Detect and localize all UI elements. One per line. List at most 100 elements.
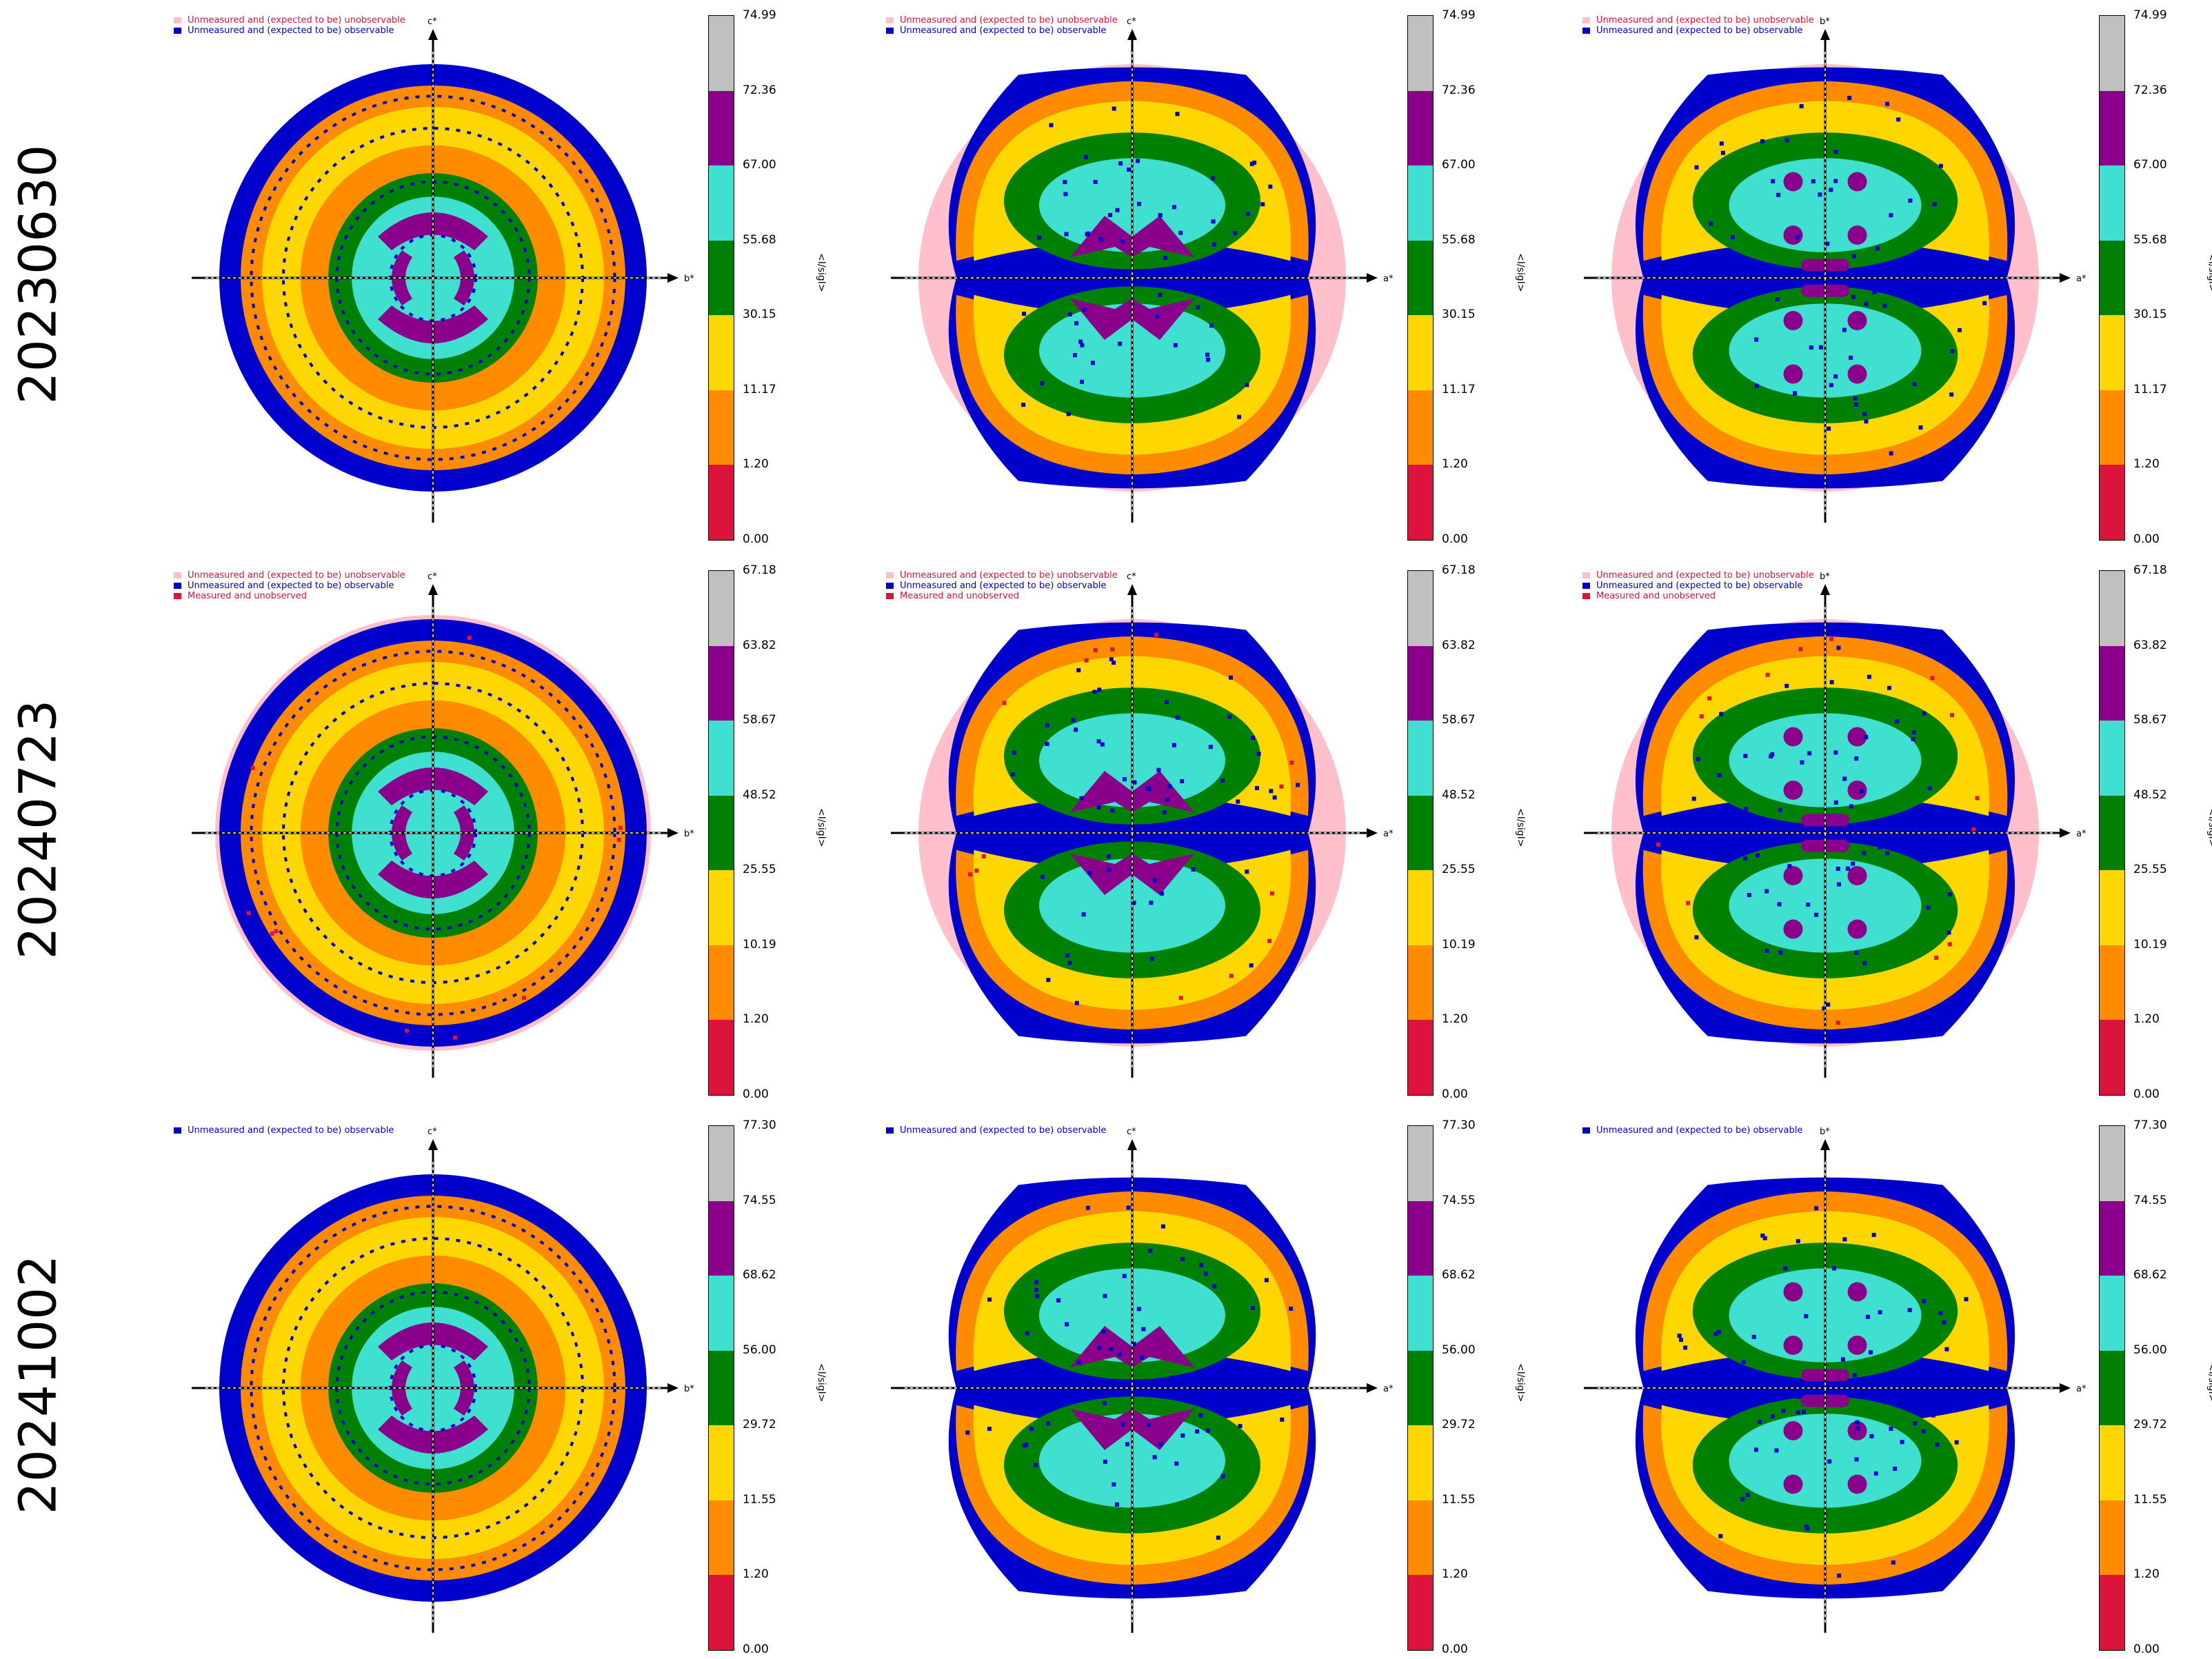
unmeasured-cell: [1859, 789, 1864, 794]
intensity-band: [1783, 1336, 1803, 1355]
measured-unobserved-cell: [1947, 942, 1952, 947]
unmeasured-cell: [1147, 787, 1152, 792]
dataset-label-text: 20241002: [8, 1254, 68, 1514]
unmeasured-cell: [1873, 1471, 1878, 1476]
unmeasured-cell: [1032, 835, 1036, 840]
unmeasured-cell: [1833, 374, 1838, 379]
unmeasured-cell: [1049, 123, 1054, 128]
unmeasured-cell: [1938, 163, 1943, 168]
unmeasured-cell: [1136, 201, 1141, 206]
vertical-axis-label: c*: [428, 17, 437, 27]
colorbar-label: <I/sigI>: [2206, 1363, 2212, 1402]
unmeasured-cell: [1228, 675, 1233, 680]
unmeasured-cell: [1035, 1294, 1040, 1298]
colorbar-label: <I/sigI>: [816, 1363, 827, 1402]
unmeasured-cell: [1833, 150, 1838, 154]
unmeasured-cell: [1807, 751, 1812, 756]
unmeasured-cell: [1696, 756, 1700, 761]
colorbar-segment: [709, 645, 734, 721]
unmeasured-cell: [1829, 188, 1833, 192]
unmeasured-cell: [1074, 1001, 1079, 1005]
unmeasured-cell: [1250, 1305, 1255, 1310]
intensity-band: [1783, 1474, 1803, 1494]
colorbar-tick-label: 67.00: [1442, 158, 1476, 172]
unmeasured-cell: [1096, 805, 1101, 810]
horizontal-axis-arrow: [1367, 1383, 1378, 1393]
legend-text: Unmeasured and (expected to be) unobserv…: [188, 570, 405, 581]
legend-item: Unmeasured and (expected to be) observab…: [1582, 26, 1814, 36]
unmeasured-cell: [1067, 961, 1072, 965]
unmeasured-cell: [1709, 221, 1713, 226]
unmeasured-cell: [1678, 1338, 1683, 1343]
colorbar-segment: [1408, 1500, 1433, 1576]
unmeasured-cell: [1691, 796, 1696, 801]
axes: a* c*: [891, 1127, 1394, 1633]
reciprocal-plane-panel: Unmeasured and (expected to be) unobserv…: [159, 0, 827, 548]
horizontal-axis-arrow: [1367, 273, 1378, 283]
measured-unobserved-cell: [1686, 901, 1691, 905]
colorbar-tick-label: 67.00: [743, 158, 776, 172]
heatmap-plot: b* c*: [192, 572, 694, 1078]
legend-swatch: [1582, 583, 1590, 589]
unmeasured-cell: [1294, 278, 1298, 283]
unmeasured-cell: [1140, 1355, 1145, 1360]
unmeasured-cell: [1101, 1329, 1106, 1334]
colorbar-tick-label: 0.00: [743, 532, 769, 546]
vertical-axis-arrow: [1127, 584, 1137, 595]
unmeasured-cell: [1149, 901, 1154, 905]
unmeasured-cell: [1847, 96, 1852, 101]
colorbar-tick-label: 74.99: [1442, 8, 1476, 22]
unmeasured-cell: [987, 1427, 992, 1431]
unmeasured-cell: [1826, 1002, 1831, 1007]
unmeasured-cell: [1796, 235, 1800, 240]
measured-unobserved-cell: [1229, 974, 1234, 978]
unmeasured-cell: [1885, 851, 1890, 856]
unmeasured-cell: [1744, 807, 1749, 812]
legend: Unmeasured and (expected to be) unobserv…: [886, 570, 1118, 601]
unmeasured-cell: [1947, 892, 1952, 897]
vertical-axis-label: c*: [1127, 1127, 1136, 1137]
unmeasured-cell: [1205, 352, 1210, 357]
unmeasured-cell: [1717, 773, 1722, 778]
colorbar-segment: [2100, 1276, 2124, 1351]
colorbar-tick-label: 56.00: [1442, 1343, 1476, 1357]
colorbar-tick-label: 58.67: [2133, 713, 2167, 727]
unmeasured-cell: [1237, 414, 1242, 419]
unmeasured-cell: [1740, 1497, 1745, 1502]
colorbar-segment: [709, 16, 734, 91]
measured-unobserved-cell: [1950, 713, 1955, 718]
measured-unobserved-cell: [1084, 658, 1089, 663]
unmeasured-cell: [1865, 1314, 1870, 1319]
unmeasured-cell: [1114, 1502, 1119, 1507]
unmeasured-cell: [1160, 1224, 1165, 1229]
colorbar-segment: [1408, 465, 1433, 540]
unmeasured-cell: [1804, 1525, 1809, 1529]
unmeasured-cell: [1107, 867, 1112, 872]
colorbar-segment: [709, 945, 734, 1020]
colorbar-tick-label: 1.20: [1442, 1012, 1468, 1027]
unmeasured-cell: [1837, 882, 1842, 887]
unmeasured-cell: [1098, 237, 1103, 241]
intensity-band: [1783, 172, 1803, 192]
unmeasured-cell: [1195, 1429, 1200, 1434]
legend-swatch: [174, 572, 181, 579]
colorbar-tick-label: 72.36: [743, 83, 776, 97]
dataset-label: 20240723: [0, 555, 76, 1103]
colorbar-segment: [709, 1350, 734, 1426]
colorbar-tick-label: 29.72: [1442, 1418, 1476, 1432]
unmeasured-cell: [1875, 246, 1880, 251]
legend-item: Unmeasured and (expected to be) observab…: [174, 26, 405, 36]
unmeasured-cell: [1872, 290, 1877, 295]
unmeasured-cell: [1096, 739, 1101, 744]
unmeasured-cell: [1938, 1311, 1943, 1316]
unmeasured-cell: [1141, 1327, 1146, 1331]
legend-item: Unmeasured and (expected to be) observab…: [174, 581, 405, 591]
vertical-axis-arrow: [1820, 1139, 1830, 1150]
unmeasured-cell: [1158, 292, 1163, 297]
unmeasured-cell: [1208, 745, 1213, 750]
colorbar-label: <I/sigI>: [816, 808, 827, 847]
horizontal-axis-arrow: [667, 273, 678, 283]
unmeasured-cell: [1869, 1350, 1873, 1355]
heatmap-plot: a* c*: [891, 1127, 1394, 1633]
unmeasured-cell: [1158, 1442, 1163, 1447]
